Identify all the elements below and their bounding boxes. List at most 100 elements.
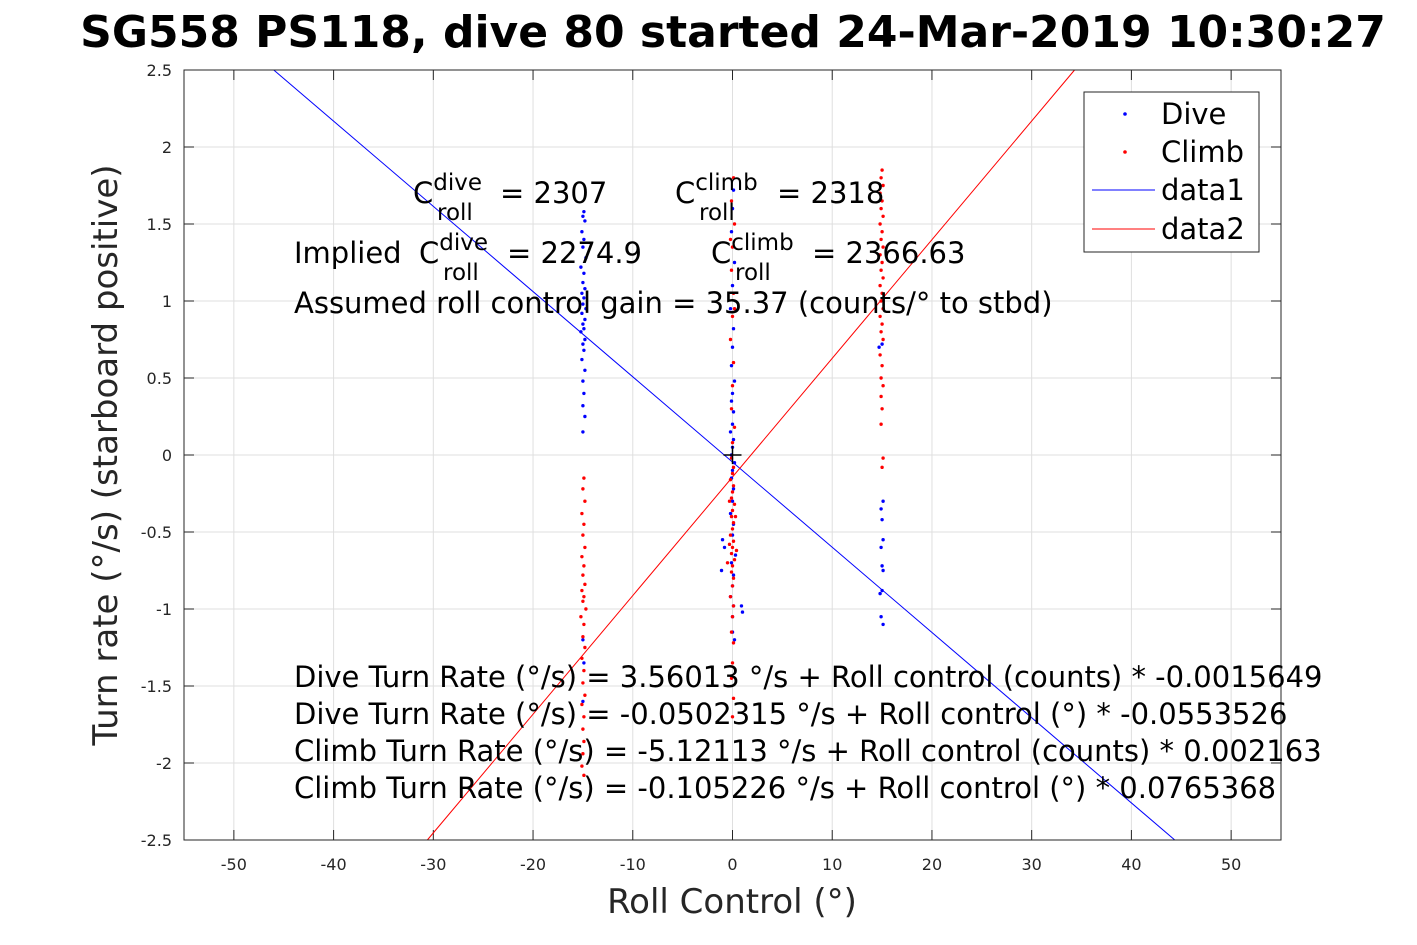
climb-point [728,337,733,342]
climb-point [731,641,736,645]
climb-point [731,465,736,470]
climb-point [582,476,586,480]
climb-point [879,376,883,380]
climb-point [581,487,585,491]
climb-point [732,222,737,226]
climb-point [730,384,735,388]
dive-point [880,588,884,593]
climb-point [583,645,587,650]
climb-point [580,702,584,707]
c-climb-value: = 2318 [777,176,884,210]
climb-point [580,656,584,660]
climb-point [730,715,735,719]
climb-point [728,477,733,482]
dive-point [581,430,585,434]
dive-point [729,561,734,565]
climb-point [878,314,882,319]
dive-point [730,468,735,473]
dive-point [733,553,738,557]
dive-point [581,214,585,218]
dive-point [728,307,733,311]
climb-point [732,425,737,429]
dive-point [728,511,733,516]
climb-point [731,604,736,608]
climb-point [730,471,735,476]
implied-climb-value: = 2366.63 [812,236,965,270]
climb-point [729,630,734,634]
dive-point [582,661,586,665]
x-tick-label: -50 [221,855,247,874]
climb-point [580,554,584,559]
climb-point [729,676,734,680]
climb-point [881,307,885,311]
y-tick-label: -2.5 [141,831,172,850]
climb-point [881,337,885,342]
dive-point [732,461,737,465]
climb-point [881,183,885,188]
climb-point [880,407,884,411]
dive-point [740,610,745,614]
legend-climb-marker [1123,150,1127,154]
dive-point [880,517,884,522]
y-tick-label: -1.5 [141,677,172,696]
y-tick-label: 2.5 [147,61,172,80]
dive-point [584,307,588,311]
climb-point [730,615,735,619]
x-tick-label: 40 [1121,855,1141,874]
dive-point [583,414,587,419]
climb-point [730,245,735,249]
climb-point [732,502,737,506]
climb-point [879,422,883,426]
climb-point [581,533,585,537]
implied-climb-annotation: Cclimb roll = 2366.63 [711,230,965,286]
dive-point [731,487,736,491]
climb-point [878,353,882,357]
climb-point [730,490,735,494]
legend-dive-label: Dive [1161,97,1226,131]
climb-point [730,564,735,568]
legend-data2-label: data2 [1161,212,1245,246]
c-dive-sub: roll [437,200,473,226]
climb-point [581,635,585,639]
climb-point [728,237,733,242]
dive-point [581,379,585,383]
climb-point [731,539,736,543]
x-axis-label: Roll Control (°) [607,882,857,922]
x-tick-label: -20 [520,855,546,874]
dive-point [719,568,724,573]
climb-point [729,199,734,203]
dive-point [582,327,586,331]
climb-point [725,561,730,565]
climb-point [581,573,585,577]
legend-data1-label: data1 [1161,173,1245,207]
dive-point [877,345,881,349]
equation-1: Dive Turn Rate (°/s) = 3.56013 °/s + Rol… [294,660,1322,694]
climb-point [731,360,736,365]
climb-point [730,314,735,319]
climb-point [730,661,735,665]
dive-point [880,342,884,346]
dive-point [579,265,583,269]
x-tick-label: -10 [620,855,646,874]
climb-point [878,222,882,226]
climb-point [879,268,883,272]
dive-point [728,430,733,434]
dive-point [582,237,586,242]
dive-point [879,507,883,511]
y-tick-label: -1 [156,600,172,619]
y-tick-label: 1 [162,292,172,311]
dive-point [581,322,585,326]
annotations: Cdive roll = 2307 Cclimb roll = 2318 Implied… [294,170,1322,805]
c-climb-sub: roll [699,200,735,226]
dive-point [580,357,584,362]
implied-dive-base: C [419,236,439,270]
dive-point [878,591,882,596]
dive-point [581,404,585,408]
climb-point [582,668,586,673]
dive-point [732,638,737,642]
implied-climb-base: C [711,236,731,270]
climb-point [730,584,735,588]
y-tick-label: -2 [156,754,172,773]
dive-point [582,296,586,300]
